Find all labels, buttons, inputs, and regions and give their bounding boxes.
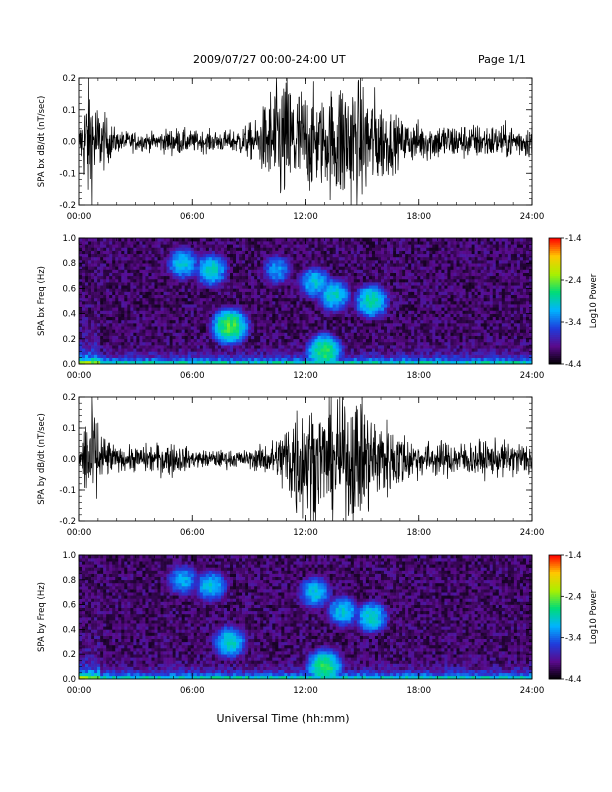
- colorbar-tick-label: -4.4: [565, 675, 582, 685]
- colorbar-tick-label: -1.4: [565, 551, 582, 561]
- page-title: 2009/07/27 00:00-24:00 UT: [193, 53, 346, 66]
- x-axis-label: Universal Time (hh:mm): [217, 712, 350, 725]
- y-tick-label: 0.6: [62, 284, 76, 294]
- colorbar-label: Log10 Power: [589, 589, 599, 644]
- x-tick-label: 00:00: [67, 528, 92, 538]
- y-tick-label: -0.1: [59, 486, 76, 496]
- panel-4: -1.4 -2.4 -3.4 -4.4 Log10 Power 1.0 0.8 0.6 0.4 0…: [37, 551, 599, 696]
- colorbar-tick-label: -2.4: [565, 592, 582, 602]
- y-axis-label: SPA bx dB/dt (nT/sec): [37, 96, 47, 188]
- colorbar-tick-label: -4.4: [565, 360, 582, 370]
- y-tick-label: 0.8: [62, 576, 76, 586]
- page-number: Page 1/1: [478, 53, 526, 66]
- x-tick-label: 12:00: [293, 371, 318, 381]
- colorbar-tick-label: -3.4: [565, 318, 582, 328]
- panel-2: -1.4 -2.4 -3.4 -4.4 Log10 Power 1.0 0.8 0.6 0.4 0…: [37, 234, 599, 381]
- colorbar-tick-label: -2.4: [565, 276, 582, 286]
- x-tick-label: 24:00: [520, 686, 545, 696]
- y-axis-label: SPA by Freq (Hz): [37, 582, 47, 652]
- signal-trace: [78, 396, 533, 522]
- y-tick-label: 1.0: [62, 234, 76, 244]
- x-tick-label: 00:00: [67, 686, 92, 696]
- y-tick-label: 0.4: [62, 310, 76, 320]
- colorbar-tick-label: -1.4: [565, 234, 582, 244]
- y-tick-label: 0.0: [62, 360, 76, 370]
- x-tick-label: 18:00: [407, 371, 432, 381]
- y-tick-label: 0.0: [62, 675, 76, 685]
- y-tick-label: 0.2: [62, 393, 76, 403]
- y-tick-label: 0.1: [62, 424, 76, 434]
- y-axis-label: SPA by dB/dt (nT/sec): [37, 413, 47, 505]
- y-tick-label: -0.2: [59, 201, 76, 211]
- colorbar: -1.4 -2.4 -3.4 -4.4 Log10 Power: [548, 234, 599, 370]
- x-tick-label: 00:00: [67, 371, 92, 381]
- x-tick-label: 18:00: [407, 686, 432, 696]
- x-tick-label: 12:00: [293, 686, 318, 696]
- x-tick-label: 24:00: [520, 371, 545, 381]
- x-tick-label: 24:00: [520, 528, 545, 538]
- panel-3: 0.2 0.1 0.0 -0.1 -0.200:00 06:00 12:00 18:00 24:…: [37, 393, 544, 538]
- y-tick-label: 0.6: [62, 601, 76, 611]
- y-tick-label: 0.2: [62, 650, 76, 660]
- x-tick-label: 18:00: [407, 528, 432, 538]
- y-tick-label: 0.0: [62, 455, 76, 465]
- y-tick-label: 0.2: [62, 335, 76, 345]
- x-tick-label: 12:00: [293, 212, 318, 222]
- x-tick-label: 06:00: [180, 528, 205, 538]
- y-tick-label: -0.2: [59, 517, 76, 527]
- y-tick-label: 0.2: [62, 74, 76, 84]
- y-tick-label: 0.8: [62, 259, 76, 269]
- x-tick-label: 12:00: [293, 528, 318, 538]
- x-tick-label: 06:00: [180, 371, 205, 381]
- colorbar-tick-label: -3.4: [565, 634, 582, 644]
- signal-trace: [78, 77, 533, 206]
- x-tick-label: 00:00: [67, 212, 92, 222]
- y-tick-label: 0.0: [62, 138, 76, 148]
- y-tick-label: 0.1: [62, 106, 76, 116]
- panel-1: 0.2 0.1 0.0 -0.1 -0.200:00 06:00 12:00 18:00 24:…: [37, 74, 544, 222]
- spectrogram-image: [79, 555, 533, 680]
- x-tick-label: 06:00: [180, 686, 205, 696]
- y-tick-label: 0.4: [62, 625, 76, 635]
- x-tick-label: 06:00: [180, 212, 205, 222]
- colorbar-label: Log10 Power: [589, 273, 599, 328]
- colorbar: -1.4 -2.4 -3.4 -4.4 Log10 Power: [548, 551, 599, 685]
- x-tick-label: 24:00: [520, 212, 545, 222]
- y-axis-label: SPA bx Freq (Hz): [37, 266, 47, 336]
- spectrogram-image: [79, 238, 533, 365]
- y-tick-label: 1.0: [62, 551, 76, 561]
- y-tick-label: -0.1: [59, 169, 76, 179]
- x-tick-label: 18:00: [407, 212, 432, 222]
